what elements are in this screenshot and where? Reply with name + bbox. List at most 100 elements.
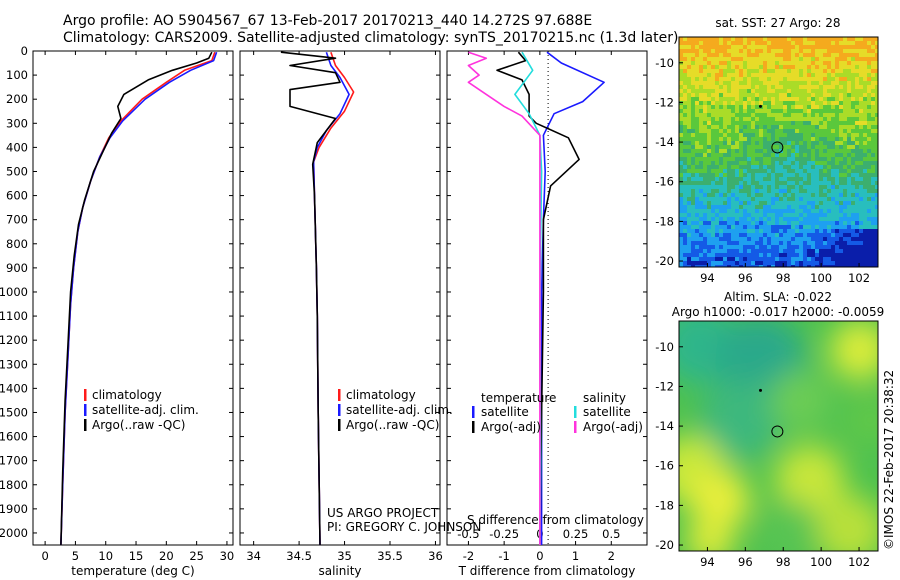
sst-cell [779,61,784,66]
sst-cell [787,85,792,90]
sst-cell [787,157,792,162]
sst-cell [719,189,724,194]
sst-cell [835,45,840,50]
sst-cell [875,237,878,242]
sst-cell [767,101,772,106]
sst-cell [707,117,712,122]
sst-cell [771,65,776,70]
depth-tick-label: 200 [6,92,28,106]
sst-cell [703,101,708,106]
sst-cell [819,165,824,170]
map-x-tick-label: 100 [810,555,832,569]
sst-cell [723,221,728,226]
pi-credit: PI: GREGORY C. JOHNSON [327,520,481,534]
sst-cell [747,141,752,146]
sst-cell [687,41,692,46]
sst-cell [803,137,808,142]
sst-cell [803,181,808,186]
sst-cell [863,217,868,222]
sst-cell [747,201,752,206]
sst-cell [767,213,772,218]
sst-cell [711,53,716,58]
sst-cell [711,145,716,150]
sst-cell [739,185,744,190]
sst-cell [847,157,852,162]
sst-cell [751,181,756,186]
sst-cell [839,181,844,186]
sst-cell [779,129,784,134]
sst-cell [755,205,760,210]
previous-position-dot [758,104,762,108]
sst-cell [819,73,824,78]
sst-cell [735,57,740,62]
sst-cell [875,185,878,190]
sst-cell [839,173,844,178]
sst-cell [867,101,872,106]
sst-cell [799,137,804,142]
sst-cell [871,193,876,198]
sst-cell [727,145,732,150]
sst-cell [835,85,840,90]
legend-swatch [84,419,87,431]
sst-cell [871,245,876,250]
sst-cell [771,117,776,122]
sst-cell [763,125,768,130]
sst-cell [727,89,732,94]
sst-cell [775,69,780,74]
sst-cell [679,237,684,242]
sst-cell [867,245,872,250]
sst-cell [719,249,724,254]
salinity-ticks: 34 34.5 35 35.5 36 [240,50,443,563]
sst-cell [723,217,728,222]
sst-cell [851,213,856,218]
map-y-tick-label: -20 [655,538,674,552]
sst-cell [827,69,832,74]
sst-cell [795,213,800,218]
sst-cell [691,261,696,266]
sst-cell [747,65,752,70]
sst-cell [851,57,856,62]
sst-cell [779,53,784,58]
sst-cell [867,117,872,122]
sst-cell [823,213,828,218]
sst-cell [799,237,804,242]
sst-cell [871,201,876,206]
sst-cell [791,113,796,118]
sst-cell [683,209,688,214]
sst-cell [831,101,836,106]
sst-cell [823,153,828,158]
sst-cell [787,89,792,94]
sst-cell [839,229,844,234]
sst-cell [859,241,864,246]
sst-cell [847,57,852,62]
sst-cell [715,209,720,214]
sst-cell [683,229,688,234]
sst-cell [711,113,716,118]
sst-cell [763,257,768,262]
sst-cell [731,197,736,202]
sst-cell [807,89,812,94]
sst-cell [687,69,692,74]
sst-cell [763,113,768,118]
sst-cell [723,93,728,98]
sst-cell [723,37,728,42]
sst-cell [679,217,684,222]
sst-cell [823,129,828,134]
sst-cell [751,145,756,150]
sst-cell [787,209,792,214]
sst-cell [699,149,704,154]
sst-cell [803,149,808,154]
sst-cell [855,61,860,66]
sst-cell [763,85,768,90]
sst-cell [787,169,792,174]
sst-cell [743,53,748,58]
sst-cell [687,89,692,94]
sst-cell [823,141,828,146]
sst-cell [743,217,748,222]
sst-cell [767,249,772,254]
sst-cell [707,41,712,46]
sst-cell [747,261,752,266]
sst-cell [755,213,760,218]
sst-cell [735,229,740,234]
sst-cell [823,57,828,62]
